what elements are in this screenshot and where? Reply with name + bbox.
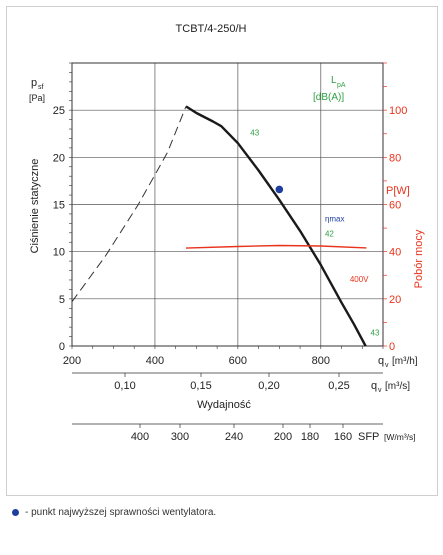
pressure-curve xyxy=(185,105,367,347)
x-sfp-label: SFP xyxy=(358,431,379,443)
sound-label-sub: pA xyxy=(337,82,346,89)
y-left-tick-label: 25 xyxy=(53,105,65,117)
power-curve xyxy=(185,244,367,249)
y-right-tick-label: 60 xyxy=(389,200,401,212)
y-left-unit: [Pa] xyxy=(29,93,45,103)
eta-max-label: ηmax xyxy=(325,214,345,223)
x-sfp-tick-label: 160 xyxy=(334,431,352,443)
chart-frame: TCBT/4-250/H 0 5 10 15 20 25 0 20 40 60 80 100 200 400… xyxy=(6,6,438,496)
y-left-tick-label: 5 xyxy=(59,294,65,306)
y-right-tick-label: 40 xyxy=(389,247,401,259)
y-left-axis-label: Ciśnienie statyczne xyxy=(29,159,41,254)
x-m3h-unit: [m³/h] xyxy=(392,356,418,367)
x-sfp-tick-label: 240 xyxy=(225,431,243,443)
x-m3h-sub: v xyxy=(385,362,389,369)
footnote-text: - punkt najwyższej sprawności wentylator… xyxy=(25,507,217,518)
y-left-symbol-sub: sf xyxy=(38,84,44,91)
x-m3h-tick-label: 200 xyxy=(63,355,81,367)
best-efficiency-point xyxy=(275,185,284,194)
y-left-symbol: p xyxy=(31,77,37,89)
x-m3s-unit: [m³/s] xyxy=(385,381,410,392)
y-left-tick-label: 10 xyxy=(53,247,65,259)
x-sfp-tick-label: 400 xyxy=(131,431,149,443)
chart-title: TCBT/4-250/H xyxy=(176,23,247,35)
footnote: - punkt najwyższej sprawności wentylator… xyxy=(12,507,216,518)
sound-level-label: 43 xyxy=(250,129,259,138)
x-m3s-tick-label: 0,15 xyxy=(190,380,211,392)
power-curve-label: 400V xyxy=(350,275,369,284)
x-sfp-unit: [W/m³/s] xyxy=(384,432,416,442)
x-m3h-tick-label: 400 xyxy=(146,355,164,367)
y-right-unit: P[W] xyxy=(386,185,410,197)
x-axis-label: Wydajność xyxy=(197,399,251,411)
x-m3s-tick-label: 0,20 xyxy=(258,380,279,392)
x-sfp-tick-label: 300 xyxy=(171,431,189,443)
x-m3h-tick-label: 600 xyxy=(229,355,247,367)
y-right-tick-label: 80 xyxy=(389,152,401,164)
x-m3h-tick-label: 800 xyxy=(312,355,330,367)
y-left-tick-label: 20 xyxy=(53,152,65,164)
x-m3s-symbol: q xyxy=(371,380,377,392)
sound-label: L xyxy=(331,75,337,86)
x-m3s-tick-label: 0,10 xyxy=(114,380,135,392)
pressure-curve-dashed xyxy=(71,106,187,302)
x-sfp-tick-label: 200 xyxy=(274,431,292,443)
y-right-tick-label: 20 xyxy=(389,294,401,306)
x-m3s-sub: v xyxy=(378,387,382,394)
x-m3s-tick-label: 0,25 xyxy=(328,380,349,392)
sound-level-label: 43 xyxy=(371,329,380,338)
y-right-tick-label: 100 xyxy=(389,105,407,117)
y-left-tick-label: 0 xyxy=(59,341,65,353)
y-right-tick-label: 0 xyxy=(389,341,395,353)
x-sfp-tick-label: 180 xyxy=(301,431,319,443)
x-m3h-symbol: q xyxy=(378,355,384,367)
sound-unit: [dB(A)] xyxy=(313,92,344,103)
fan-performance-chart: TCBT/4-250/H 0 5 10 15 20 25 0 20 40 60 80 100 200 400… xyxy=(29,23,425,443)
y-right-axis-label: Pobór mocy xyxy=(413,229,425,288)
y-left-tick-label: 15 xyxy=(53,200,65,212)
best-point-legend-marker xyxy=(12,509,19,516)
sound-level-label: 42 xyxy=(325,230,334,239)
